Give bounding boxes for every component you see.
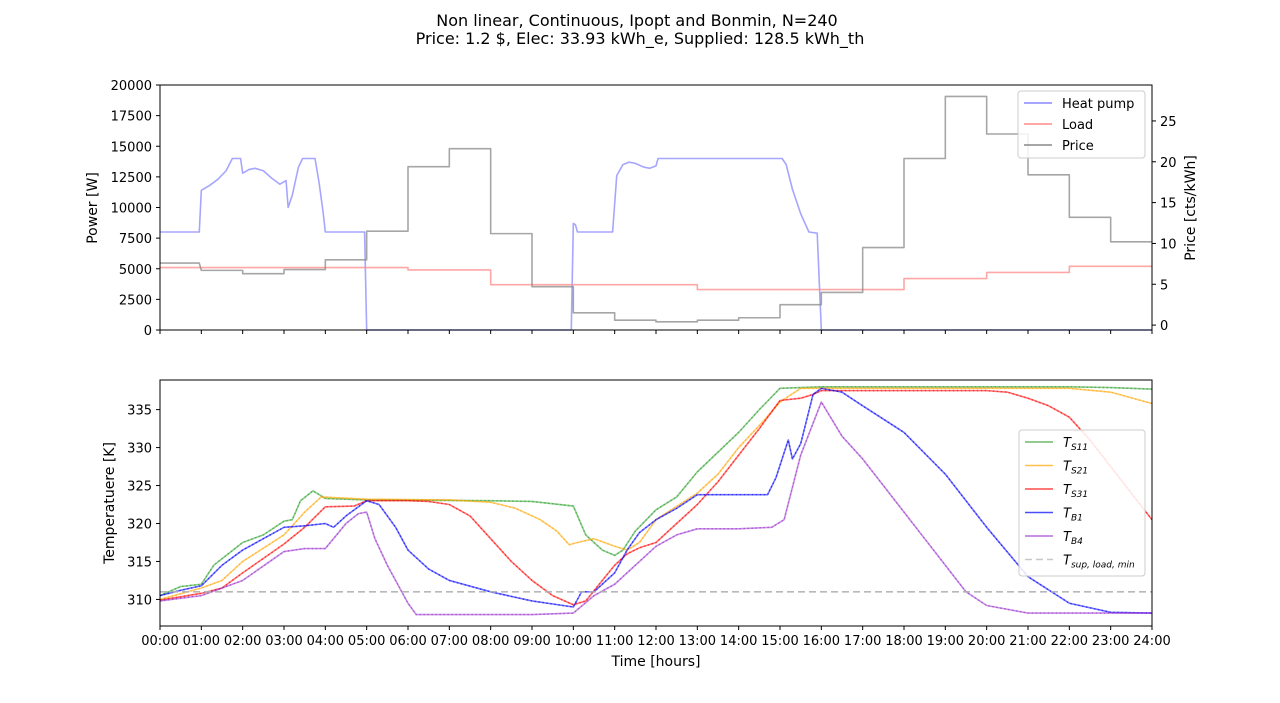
time-x-tick-label: 14:00 (720, 634, 757, 649)
price-y-tick-label: 10 (1160, 237, 1177, 252)
power-y-tick-label: 2500 (119, 293, 152, 308)
power-panel: 0 2500 5000 7500 10000 12500 15000 17500 20000 0… (85, 79, 1199, 339)
power-series-layer (160, 95, 1152, 331)
series-line-t-b1-reference (159, 387, 1153, 614)
legend-label: Price (1062, 139, 1094, 154)
series-line-load (160, 265, 1152, 291)
time-x-tick-label: 07:00 (431, 634, 468, 649)
power-plot-frame (159, 84, 1153, 331)
time-x-tick-label: 12:00 (637, 634, 674, 649)
chart-title: Non linear, Continuous, Ipopt and Bonmin… (436, 11, 837, 30)
legend-box (1017, 90, 1146, 159)
legend-label: Tsup, load, min (1063, 554, 1135, 571)
time-x-tick-label: 16:00 (803, 634, 840, 649)
power-y-tick-label: 15000 (111, 140, 152, 155)
temperature-y-tick-label: 310 (127, 593, 152, 608)
series-line-t-s31-reference (159, 389, 1153, 606)
chart-subtitle: Price: 1.2 $, Elec: 33.93 kWh_e, Supplie… (416, 29, 865, 49)
time-x-tick-label: 21:00 (1009, 634, 1046, 649)
time-x-tick-label: 17:00 (844, 634, 881, 649)
power-y-tick-label: 20000 (111, 79, 152, 94)
power-y-tick-label: 17500 (111, 110, 152, 125)
series-line-heat-pump (160, 157, 1152, 331)
price-y-tick-label: 20 (1160, 156, 1177, 171)
price-y-axis-label: Price [cts/kWh] (1183, 155, 1199, 261)
price-y-ticks: 0 5 10 15 20 25 (1152, 115, 1177, 334)
power-y-tick-label: 10000 (111, 202, 152, 217)
temperature-plot-frame (159, 379, 1153, 627)
power-y-tick-label: 0 (144, 324, 152, 339)
time-x-ticks: 00:00 01:00 02:00 03:00 04:00 05:00 06:00 07:00… (141, 626, 1171, 649)
legend-label: Load (1062, 118, 1093, 133)
time-x-tick-label: 22:00 (1051, 634, 1088, 649)
temperature-y-tick-label: 320 (127, 518, 152, 533)
temperature-y-ticks: 310 315 320 325 330 335 (127, 404, 160, 608)
temperature-y-tick-label: 325 (127, 480, 152, 495)
legend-box (1018, 429, 1146, 577)
legend-label: Heat pump (1062, 97, 1134, 112)
time-x-tick-label: 06:00 (389, 634, 426, 649)
series-line-t-s21-reference (159, 387, 1153, 601)
power-y-tick-label: 7500 (119, 232, 152, 247)
legend-label: TS31 (1063, 483, 1088, 500)
temperature-series-layer (159, 386, 1153, 616)
temperature-y-axis-label: Temperatuere [K] (102, 442, 118, 565)
temperature-legend: TS11 TS21 TS31 TB1 TB4 Tsup, load, min (1018, 429, 1146, 577)
time-x-tick-label: 24:00 (1133, 634, 1170, 649)
legend-label: TS11 (1063, 436, 1088, 453)
time-x-axis-label: Time [hours] (611, 654, 701, 670)
time-x-tick-label: 02:00 (224, 634, 261, 649)
time-x-tick-label: 03:00 (265, 634, 302, 649)
series-line-price (160, 95, 1152, 323)
power-legend: Heat pump Load Price (1017, 90, 1146, 159)
series-line-t-s11-reference (159, 386, 1153, 597)
time-x-tick-label: 11:00 (596, 634, 633, 649)
temperature-y-tick-label: 335 (127, 404, 152, 419)
time-x-tick-label: 09:00 (513, 634, 550, 649)
power-y-ticks: 0 2500 5000 7500 10000 12500 15000 17500 20000 (111, 79, 160, 339)
series-line-t-s11 (159, 386, 1153, 597)
time-x-tick-label: 13:00 (679, 634, 716, 649)
power-y-tick-label: 12500 (111, 171, 152, 186)
power-y-axis-label: Power [W] (85, 172, 101, 244)
price-y-tick-label: 25 (1160, 115, 1177, 130)
temperature-y-tick-label: 315 (127, 555, 152, 570)
series-line-t-b1 (159, 387, 1153, 614)
time-x-tick-label: 15:00 (761, 634, 798, 649)
series-line-t-b4-reference (159, 401, 1152, 616)
time-x-tick-label: 23:00 (1092, 634, 1129, 649)
time-x-tick-label: 01:00 (183, 634, 220, 649)
time-x-tick-label: 05:00 (348, 634, 385, 649)
legend-label: TB4 (1063, 530, 1083, 547)
price-y-tick-label: 15 (1160, 197, 1177, 212)
power-x-ticks (159, 330, 1153, 334)
temperature-y-tick-label: 330 (127, 442, 152, 457)
time-x-tick-label: 18:00 (885, 634, 922, 649)
time-x-tick-label: 20:00 (968, 634, 1005, 649)
legend-label: TB1 (1063, 507, 1083, 524)
time-x-tick-label: 00:00 (141, 634, 178, 649)
price-y-tick-label: 0 (1160, 319, 1168, 334)
time-x-tick-label: 19:00 (927, 634, 964, 649)
time-x-tick-label: 04:00 (307, 634, 344, 649)
series-line-t-s31 (159, 389, 1153, 606)
time-x-tick-label: 10:00 (555, 634, 592, 649)
price-y-tick-label: 5 (1160, 278, 1168, 293)
time-x-tick-label: 08:00 (472, 634, 509, 649)
power-y-tick-label: 5000 (119, 263, 152, 278)
legend-label: TS21 (1063, 460, 1088, 477)
